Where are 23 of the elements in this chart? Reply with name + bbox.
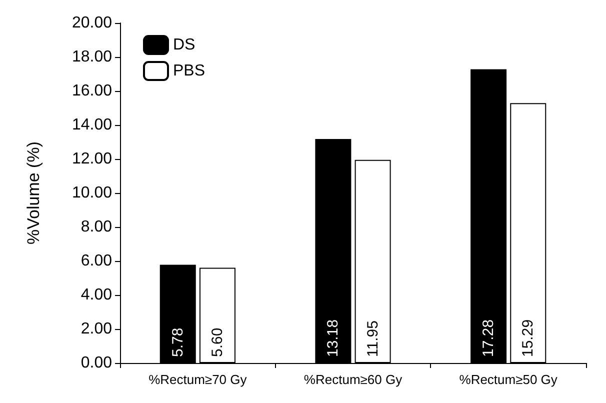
data-label: 17.28	[480, 319, 498, 357]
y-tick-label: 8.00	[80, 218, 112, 236]
data-label: 15.29	[520, 319, 537, 357]
x-tick-label: %Rectum≥60 Gy	[304, 372, 403, 387]
data-label: 5.60	[208, 328, 226, 357]
y-axis-title: %Volume (%)	[24, 142, 43, 244]
y-tick-label: 12.00	[72, 150, 112, 168]
x-tick-label: %Rectum≥70 Gy	[148, 372, 248, 387]
y-tick-label: 10.00	[72, 184, 112, 202]
y-tick-label: 0.00	[80, 354, 112, 372]
y-tick-label: 20.00	[72, 14, 112, 32]
data-label: 13.18	[324, 319, 342, 357]
x-tick-label: %Rectum≥50 Gy	[459, 372, 558, 387]
y-tick-label: 2.00	[80, 320, 112, 338]
y-tick-label: 6.00	[80, 252, 112, 270]
y-tick-label: 14.00	[72, 116, 112, 134]
y-tick-label: 16.00	[72, 82, 112, 100]
legend-label: PBS	[173, 62, 206, 80]
data-label: 5.78	[169, 328, 186, 357]
data-label: 11.95	[364, 320, 382, 357]
y-tick-label: 4.00	[80, 286, 112, 304]
y-tick-label: 18.00	[72, 48, 112, 66]
legend-label: DS	[173, 36, 196, 54]
